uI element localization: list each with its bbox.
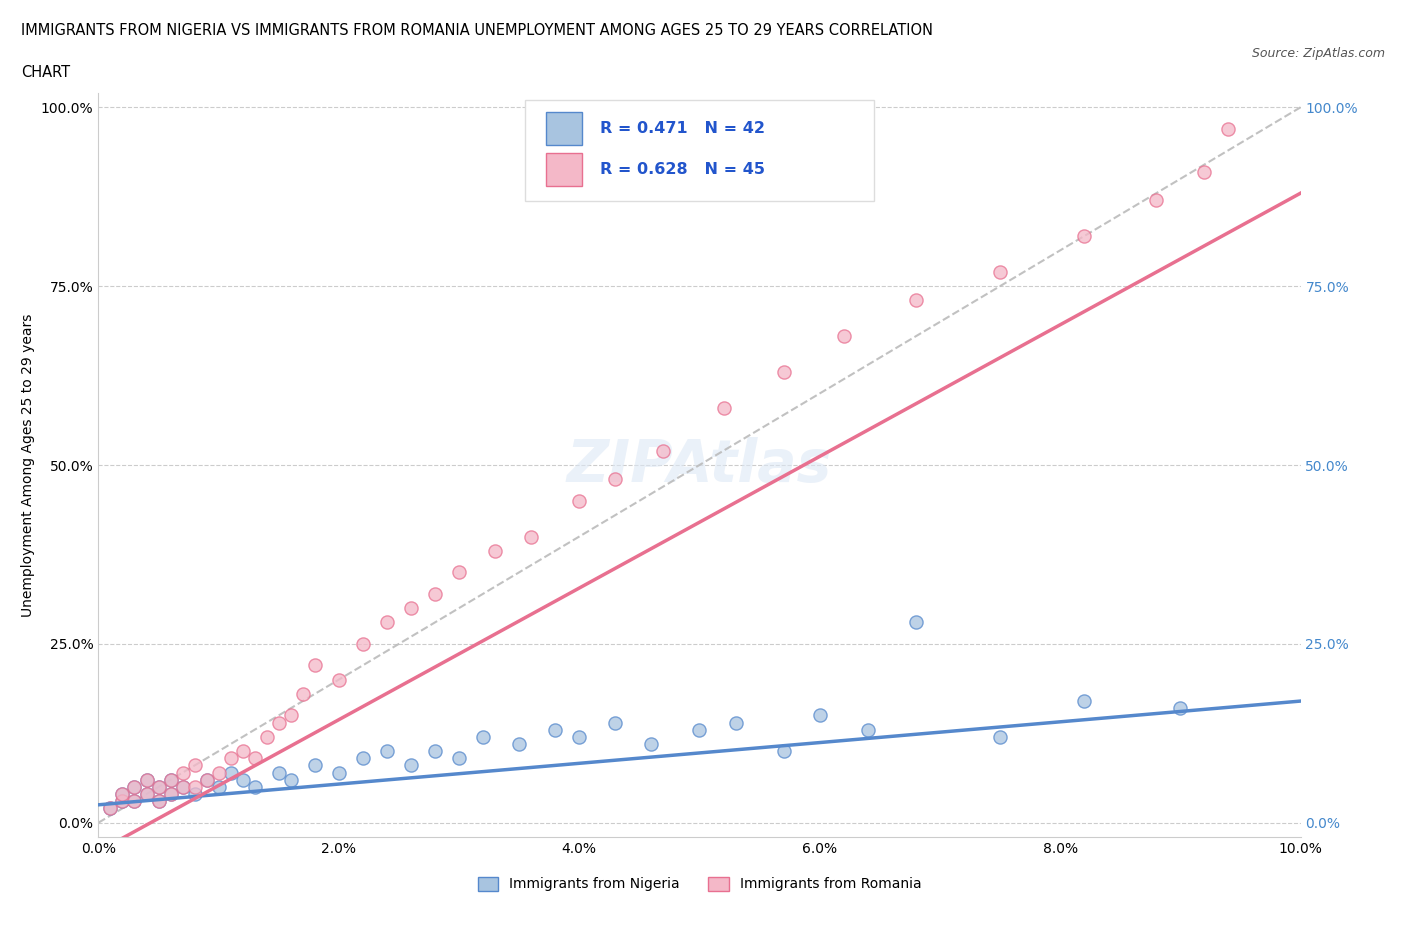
Point [124,794,146,809]
Point [243,779,266,794]
Point [772,744,794,759]
Point [148,794,170,809]
Point [135,787,157,802]
Point [904,293,927,308]
Point [1218,121,1240,136]
Point [447,565,470,579]
Point [484,543,506,558]
Point [111,794,134,809]
Point [159,787,181,802]
Point [172,779,194,794]
Point [568,493,591,508]
Point [172,779,194,794]
Point [135,787,157,802]
Point [328,672,350,687]
Text: R = 0.628   N = 45: R = 0.628 N = 45 [600,162,765,177]
Point [111,787,134,802]
Point [375,744,398,759]
Point [689,723,711,737]
Point [111,794,134,809]
Point [352,636,374,651]
Point [208,779,231,794]
Point [280,772,302,787]
Point [856,723,879,737]
Point [148,779,170,794]
Point [423,586,446,601]
Point [208,765,231,780]
Point [124,794,146,809]
Text: ZIPAtlas: ZIPAtlas [567,436,832,494]
Bar [546,153,582,186]
Point [1073,229,1095,244]
Text: Source: ZipAtlas.com: Source: ZipAtlas.com [1251,46,1385,60]
Point [375,615,398,630]
Point [159,772,181,787]
Point [267,715,290,730]
Point [124,779,146,794]
Point [159,772,181,787]
Point [232,744,254,759]
FancyBboxPatch shape [526,100,873,201]
Point [568,729,591,744]
Point [183,758,205,773]
Point [148,779,170,794]
Point [219,751,242,765]
Point [172,765,194,780]
Point [291,686,314,701]
Point [508,737,530,751]
Point [183,787,205,802]
Point [328,765,350,780]
Point [352,751,374,765]
Point [304,658,326,672]
Point [772,365,794,379]
Point [232,772,254,787]
Point [605,715,627,730]
Point [304,758,326,773]
Point [1194,165,1216,179]
Point [472,729,495,744]
Point [808,708,831,723]
Point [724,715,747,730]
Point [423,744,446,759]
Point [605,472,627,486]
Point [195,772,218,787]
Point [713,400,735,415]
Point [544,723,567,737]
Point [148,794,170,809]
Y-axis label: Unemployment Among Ages 25 to 29 years: Unemployment Among Ages 25 to 29 years [21,313,35,617]
Point [904,615,927,630]
Point [111,787,134,802]
Point [100,801,122,816]
Point [988,264,1011,279]
Point [183,779,205,794]
Point [640,737,662,751]
Point [219,765,242,780]
Point [159,787,181,802]
Point [399,758,422,773]
Point [520,529,543,544]
Point [1170,701,1192,716]
Point [988,729,1011,744]
Point [195,772,218,787]
Point [100,801,122,816]
Point [1073,694,1095,709]
Point [1144,193,1167,207]
Point [280,708,302,723]
Point [135,772,157,787]
Point [124,779,146,794]
Bar [546,112,582,145]
Point [832,329,855,344]
Text: CHART: CHART [21,65,70,80]
Legend: Immigrants from Nigeria, Immigrants from Romania: Immigrants from Nigeria, Immigrants from… [472,871,927,897]
Text: IMMIGRANTS FROM NIGERIA VS IMMIGRANTS FROM ROMANIA UNEMPLOYMENT AMONG AGES 25 TO: IMMIGRANTS FROM NIGERIA VS IMMIGRANTS FR… [21,23,934,38]
Point [652,444,675,458]
Point [135,772,157,787]
Point [243,751,266,765]
Point [256,729,278,744]
Point [399,601,422,616]
Point [447,751,470,765]
Point [267,765,290,780]
Text: R = 0.471   N = 42: R = 0.471 N = 42 [600,121,765,136]
